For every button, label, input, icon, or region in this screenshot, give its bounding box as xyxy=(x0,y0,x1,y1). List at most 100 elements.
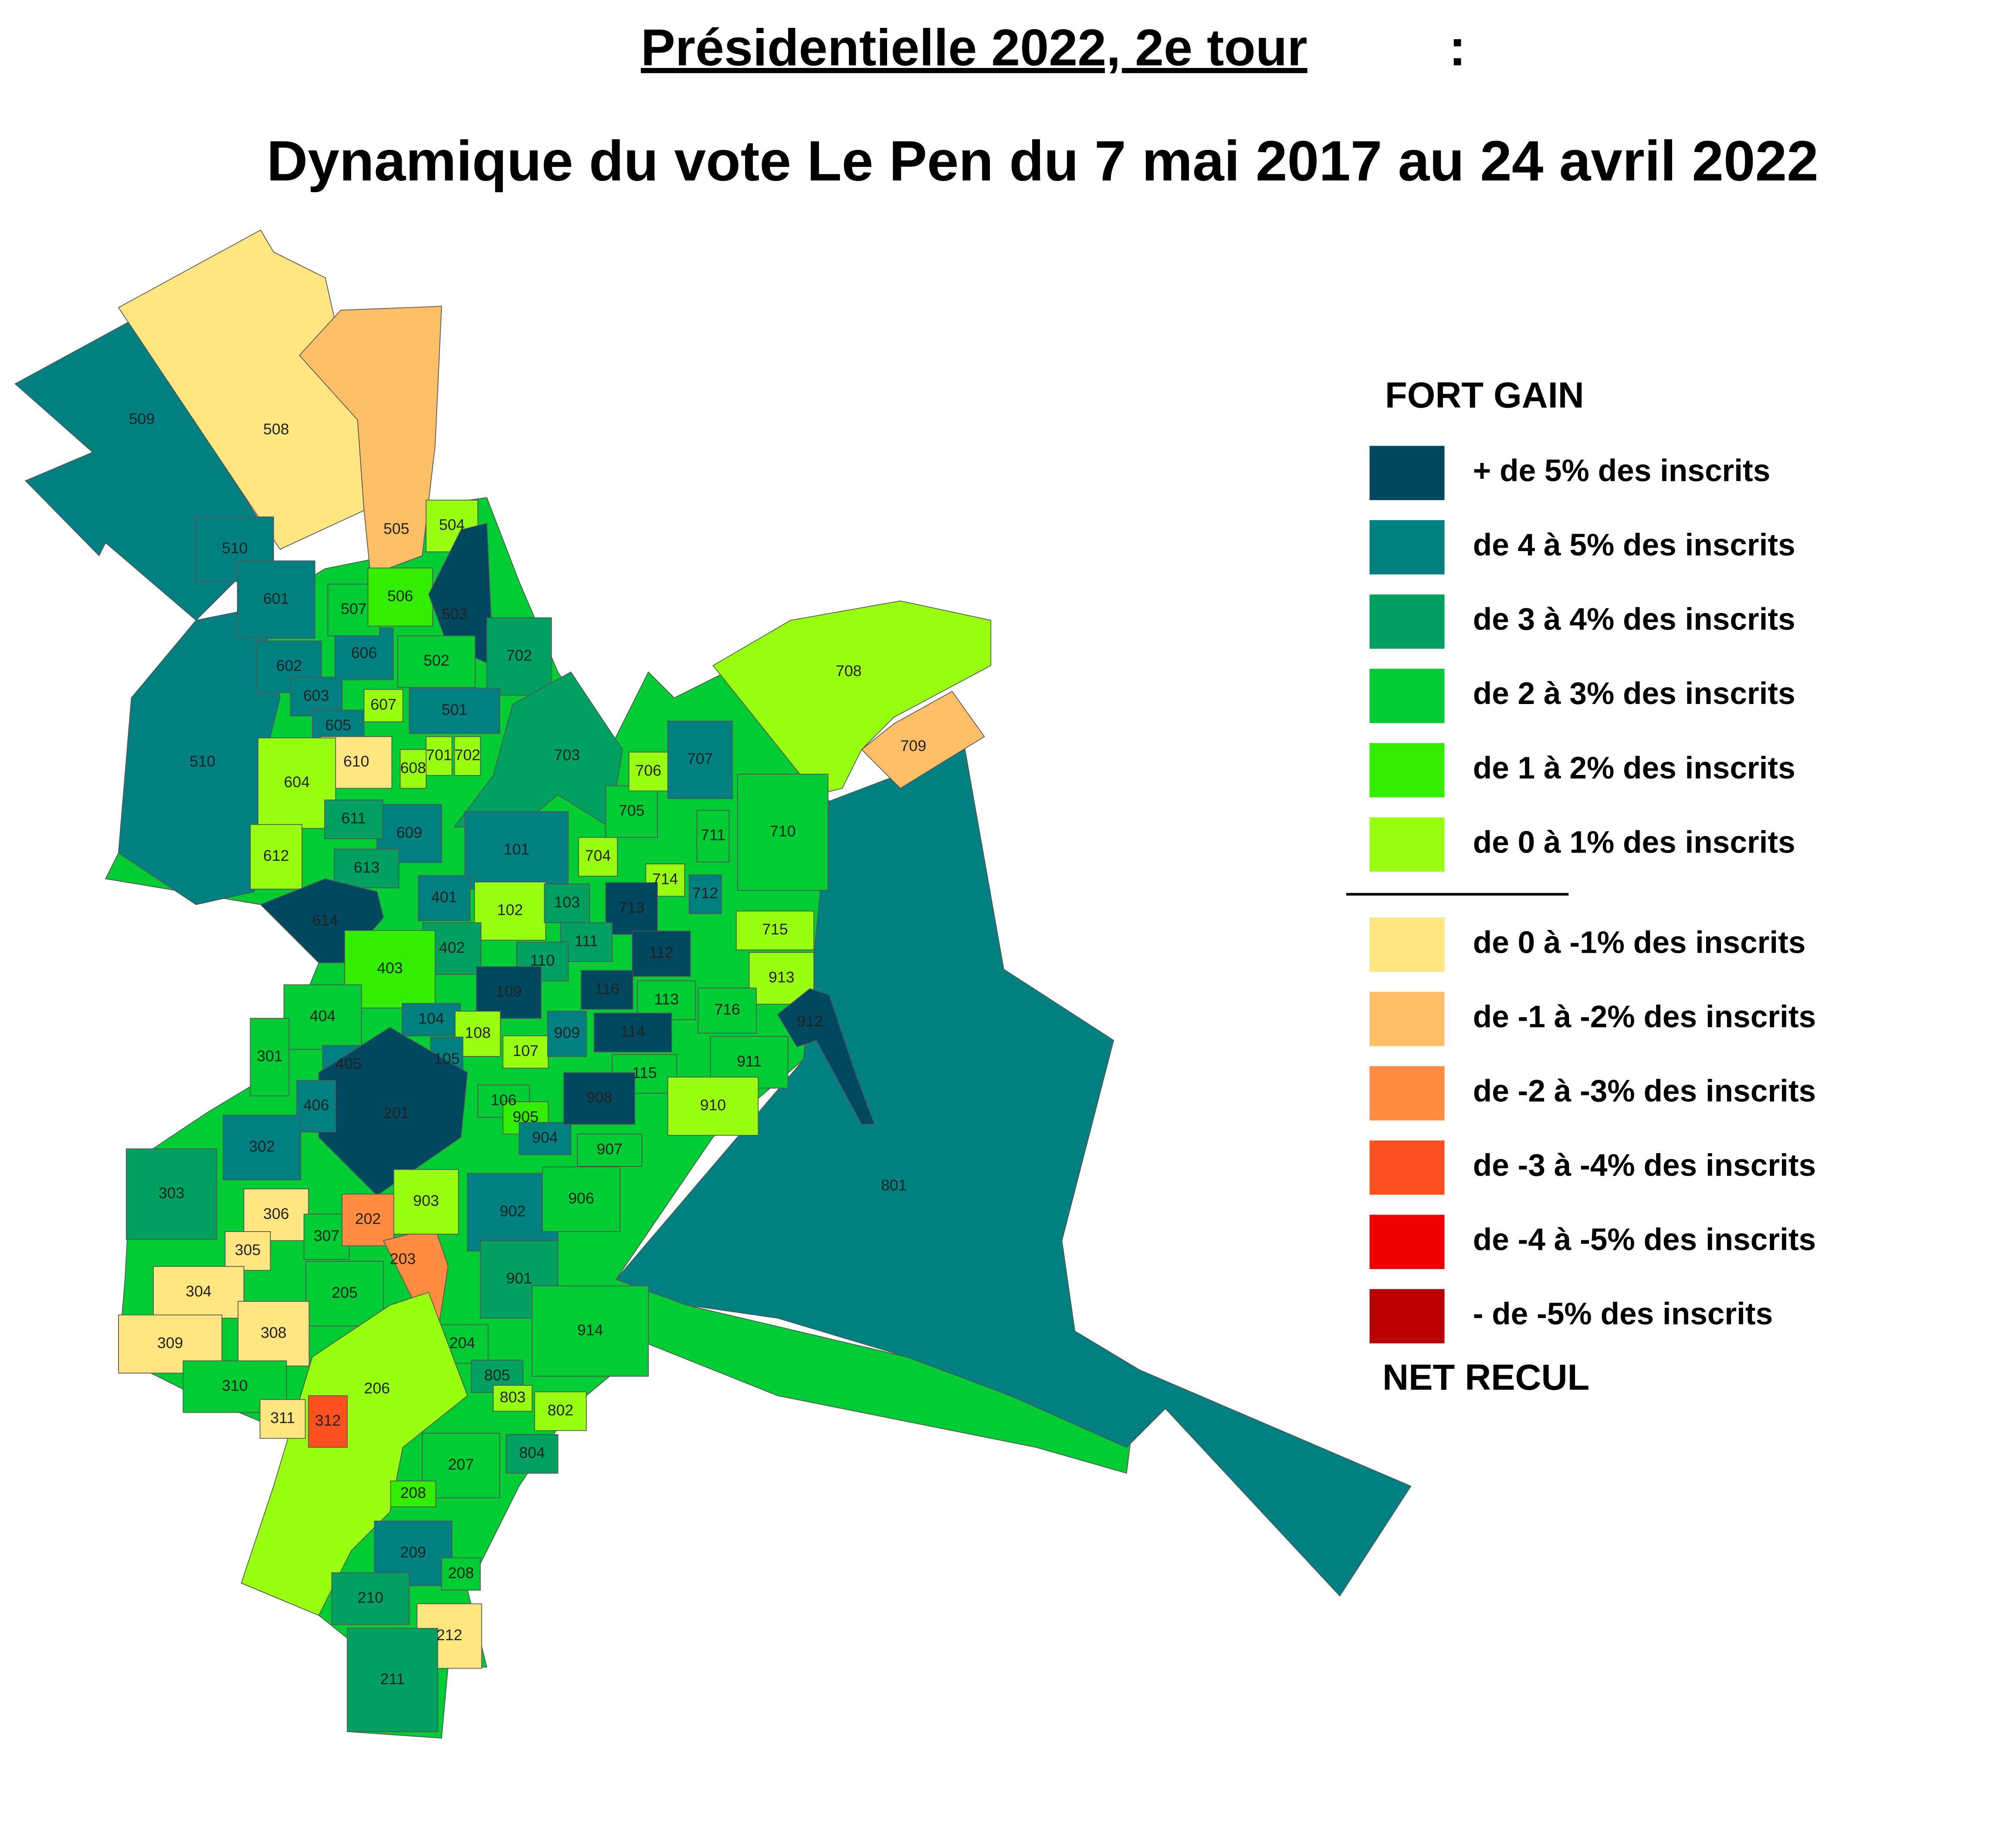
district-label: 714 xyxy=(652,870,678,888)
district-label: 610 xyxy=(343,753,369,770)
district-label: 603 xyxy=(303,687,329,704)
district-label: 110 xyxy=(530,951,555,969)
district-label: 208 xyxy=(448,1564,474,1582)
district-label: 211 xyxy=(380,1670,405,1688)
district-label: 404 xyxy=(310,1007,335,1025)
district xyxy=(577,1134,643,1167)
district xyxy=(308,1395,348,1448)
legend-swatch xyxy=(1369,446,1445,501)
district-label: 308 xyxy=(261,1324,286,1341)
district-label: 406 xyxy=(303,1097,329,1114)
legend-swatch xyxy=(1369,917,1445,972)
district-label: 704 xyxy=(585,847,611,864)
district-label: 608 xyxy=(400,759,426,776)
legend-label: de -4 à -5% des inscrits xyxy=(1473,1223,1816,1257)
district-label: 909 xyxy=(554,1024,580,1042)
district-label: 101 xyxy=(504,840,529,858)
district xyxy=(327,583,380,636)
district-label: 302 xyxy=(249,1138,275,1155)
district-label: 611 xyxy=(341,809,366,827)
district-label: 116 xyxy=(595,980,620,998)
district-label: 612 xyxy=(263,847,289,864)
district-label: 502 xyxy=(423,652,449,669)
district-label: 403 xyxy=(377,959,403,977)
district-label: 114 xyxy=(620,1023,645,1040)
district xyxy=(418,875,471,921)
district xyxy=(518,1122,572,1155)
district-label: 212 xyxy=(437,1626,462,1644)
district-label: 510 xyxy=(222,539,247,557)
district xyxy=(474,881,546,941)
district-label: 911 xyxy=(737,1053,762,1070)
district xyxy=(400,749,427,789)
district-label: 606 xyxy=(351,644,377,661)
district xyxy=(698,987,757,1034)
district-label: 111 xyxy=(575,932,598,950)
district xyxy=(441,1557,481,1591)
district-label: 210 xyxy=(358,1589,383,1606)
title-colon: : xyxy=(1449,19,1466,77)
district xyxy=(259,1399,306,1439)
district xyxy=(532,1285,649,1377)
district-label: 803 xyxy=(500,1388,525,1406)
district-label: 613 xyxy=(354,859,379,876)
district-label: 506 xyxy=(387,587,413,605)
district-label: 702 xyxy=(454,746,480,764)
district xyxy=(542,1166,620,1232)
district xyxy=(240,1292,468,1616)
legend-footer: NET RECUL xyxy=(1382,1357,1589,1398)
district xyxy=(476,966,542,1019)
district-label: 707 xyxy=(687,750,713,768)
district xyxy=(397,635,476,688)
district-label: 305 xyxy=(235,1241,261,1259)
district-label: 303 xyxy=(159,1184,184,1202)
district-label: 209 xyxy=(400,1543,426,1561)
district-label: 908 xyxy=(586,1089,612,1106)
district xyxy=(581,970,633,1010)
district-label: 509 xyxy=(129,410,155,427)
district xyxy=(637,980,696,1020)
district-label: 902 xyxy=(500,1202,525,1220)
district xyxy=(578,837,618,877)
legend-swatch xyxy=(1369,743,1445,798)
district-label: 106 xyxy=(491,1091,516,1109)
district xyxy=(696,810,730,863)
district-label: 115 xyxy=(632,1064,657,1082)
district xyxy=(367,567,433,627)
district-label: 306 xyxy=(263,1205,289,1222)
district-label: 202 xyxy=(355,1210,381,1228)
legend-swatch xyxy=(1369,817,1445,872)
district-label: 709 xyxy=(901,737,926,755)
district-label: 501 xyxy=(442,701,467,718)
district xyxy=(331,1572,410,1625)
district xyxy=(390,1480,437,1507)
district-label: 207 xyxy=(448,1455,474,1473)
legend-swatch xyxy=(1369,669,1445,723)
district-label: 208 xyxy=(400,1484,426,1502)
district xyxy=(712,600,992,795)
district-label: 109 xyxy=(496,983,522,1000)
district-label: 510 xyxy=(190,753,215,770)
district xyxy=(777,988,875,1125)
district xyxy=(422,1432,500,1498)
district-label: 903 xyxy=(413,1192,439,1209)
district-label: 401 xyxy=(431,888,457,906)
legend-label: + de 5% des inscrits xyxy=(1473,454,1771,488)
legend-label: de 1 à 2% des inscrits xyxy=(1473,751,1795,785)
district-label: 706 xyxy=(636,762,661,779)
district-label: 312 xyxy=(315,1411,341,1429)
district-label: 203 xyxy=(390,1250,416,1268)
legend-swatch xyxy=(1369,594,1445,649)
district-label: 108 xyxy=(465,1024,491,1042)
district-label: 609 xyxy=(396,824,422,841)
legend-swatch xyxy=(1369,520,1445,575)
district xyxy=(736,910,814,951)
legend-label: de 2 à 3% des inscrits xyxy=(1473,677,1795,711)
legend-label: de 0 à -1% des inscrits xyxy=(1473,925,1806,960)
district-label: 311 xyxy=(270,1409,295,1427)
legend-label: de 3 à 4% des inscrits xyxy=(1473,602,1795,637)
district xyxy=(409,687,500,734)
title: Présidentielle 2022, 2e tour xyxy=(641,19,1307,77)
district xyxy=(563,1072,635,1125)
